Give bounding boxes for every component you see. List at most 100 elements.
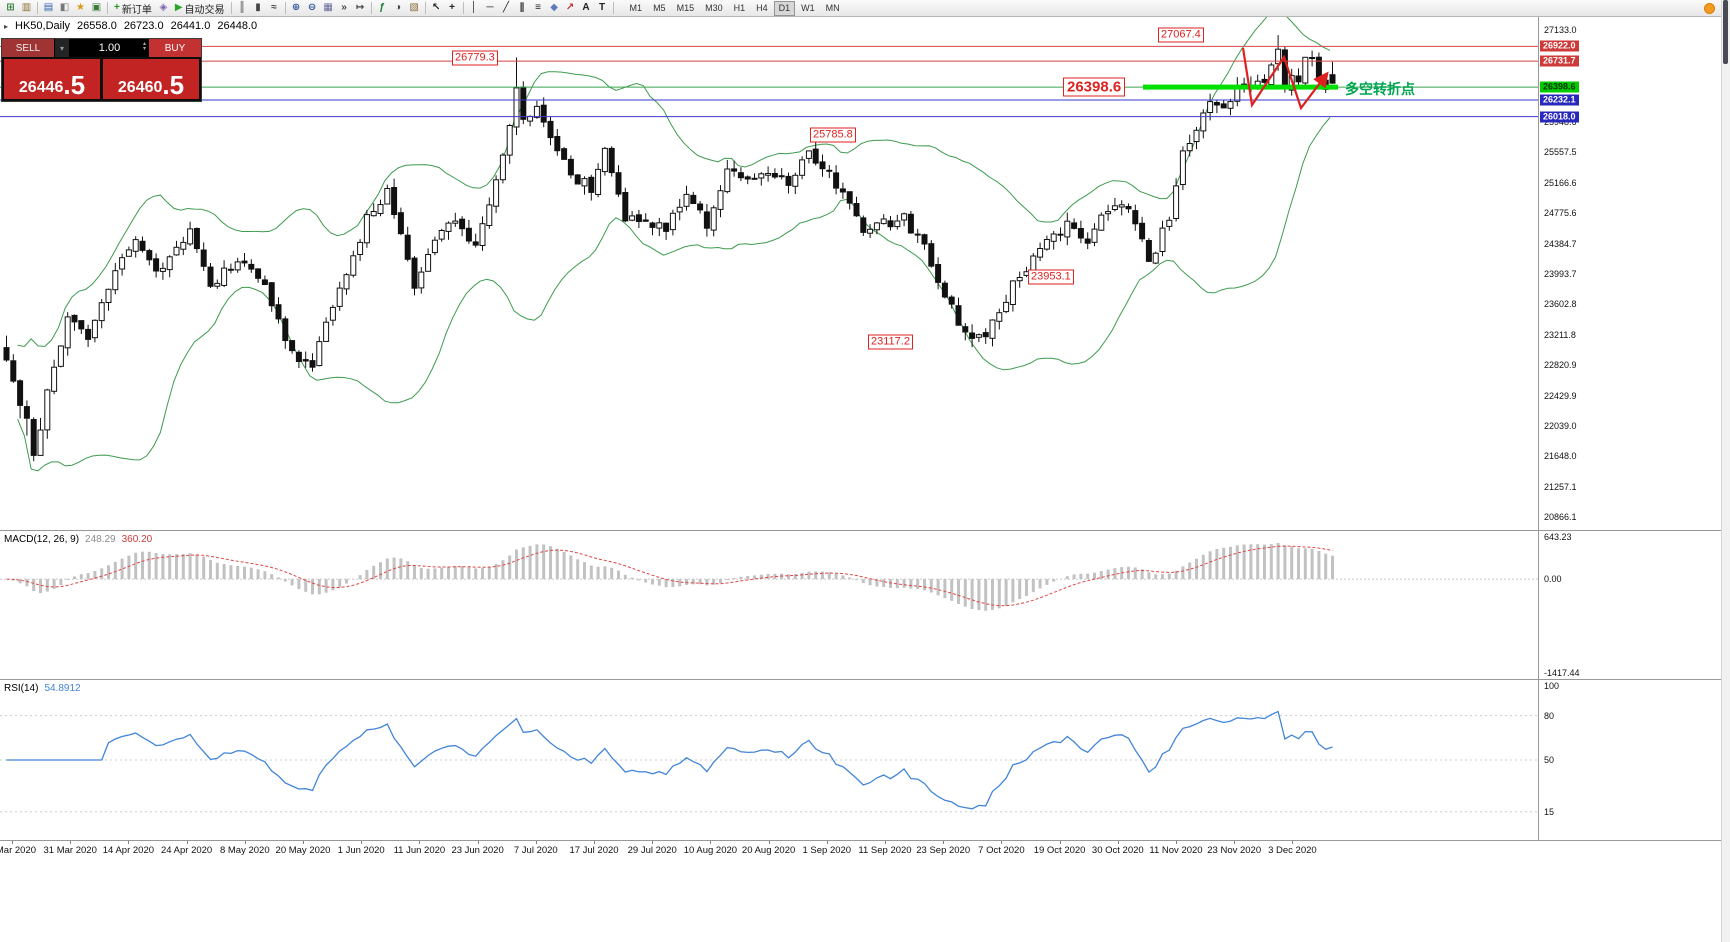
shapes-icon[interactable]: ◆ <box>547 1 562 15</box>
date-label: 1 Sep 2020 <box>802 845 852 856</box>
sell-price-int: 26446 <box>18 79 64 96</box>
tile-windows-icon[interactable]: ▦ <box>321 1 336 15</box>
sell-price-dec: .5 <box>63 69 86 100</box>
date-tick <box>244 841 246 844</box>
price-tick: 22429.9 <box>1544 390 1577 401</box>
new-order-button-label: 新订单 <box>121 4 152 16</box>
macd-chart[interactable] <box>0 531 1540 679</box>
vertical-line-icon[interactable]: │ <box>467 1 482 15</box>
text-icon[interactable]: A <box>579 1 594 15</box>
trendline-icon[interactable]: ╱ <box>499 1 514 15</box>
toolbar-separator <box>462 2 464 14</box>
chart-annotation: 多空转折点 <box>1345 81 1415 97</box>
spin-down-icon[interactable]: ▾ <box>142 46 146 52</box>
crosshair-icon[interactable]: + <box>445 1 460 15</box>
profiles-icon[interactable]: ▥ <box>19 1 34 15</box>
date-label: 20 May 2020 <box>275 845 331 856</box>
line-chart-icon[interactable]: ≈ <box>267 1 282 15</box>
text-label-icon: T <box>598 2 606 13</box>
symbol-marker-icon: ▸ <box>4 21 9 31</box>
profiles-icon: ▥ <box>21 2 32 13</box>
rsi-chart[interactable] <box>0 680 1540 840</box>
timeframe-d1[interactable]: D1 <box>773 0 796 16</box>
chart-price-label[interactable]: 26779.3 <box>452 50 498 65</box>
new-chart-icon[interactable]: ⊞ <box>3 1 18 15</box>
spin-up-icon[interactable]: ▴ <box>142 41 146 47</box>
line-chart-icon: ≈ <box>271 2 277 13</box>
chart-shift-icon[interactable]: ↦ <box>353 1 368 15</box>
vertical-scrollbar[interactable] <box>1721 0 1730 942</box>
auto-trading-button[interactable]: ▶ 自动交易 <box>172 1 228 16</box>
periods-icon[interactable]: ◑ <box>391 1 406 15</box>
cursor-icon[interactable]: ↖ <box>429 1 444 15</box>
notification-icon[interactable] <box>1704 2 1715 14</box>
date-tick <box>419 841 421 844</box>
market-watch-icon[interactable]: ▤ <box>41 1 56 15</box>
timeframe-m30[interactable]: M30 <box>705 3 723 13</box>
price-chart[interactable] <box>0 17 1540 530</box>
sell-price-display[interactable]: 26446.5 <box>4 59 100 99</box>
toolbar-separator <box>37 2 38 14</box>
text-label-icon[interactable]: T <box>595 1 610 15</box>
templates-icon[interactable]: ▧ <box>407 1 422 15</box>
panel-separator[interactable] <box>0 840 1721 841</box>
time-axis[interactable]: 9 Mar 2020 31 Mar 2020 14 Apr 2020 24 Apr 2… <box>0 841 1721 859</box>
panel-separator[interactable] <box>0 679 1721 680</box>
timeframe-h4[interactable]: H4 <box>756 3 768 13</box>
arrows-icon[interactable]: ↗ <box>563 1 578 15</box>
chart-price-label[interactable]: 27067.4 <box>1158 27 1204 43</box>
date-tick <box>768 841 770 844</box>
price-tick: 21648.0 <box>1544 451 1577 462</box>
channel-icon[interactable]: ∥ <box>515 1 530 15</box>
buy-button[interactable]: BUY <box>149 39 201 57</box>
timeframe-mn[interactable]: MN <box>825 3 840 13</box>
buy-price-dec: .5 <box>162 69 185 100</box>
timeframe-m15[interactable]: M15 <box>676 3 695 13</box>
date-label: 7 Jul 2020 <box>513 845 558 856</box>
date-label: 9 Mar 2020 <box>0 845 37 856</box>
chart-price-label[interactable]: 25785.8 <box>810 127 856 143</box>
auto-scroll-icon[interactable]: » <box>337 1 352 15</box>
timeframe-w1[interactable]: W1 <box>801 3 815 13</box>
date-tick <box>1001 841 1003 844</box>
timeframe-m1[interactable]: M1 <box>629 3 643 13</box>
timeframe-m5[interactable]: M5 <box>653 3 666 13</box>
terminal-icon[interactable]: ▣ <box>89 1 104 15</box>
rsi-tick: 80 <box>1544 710 1555 721</box>
candlestick-icon[interactable]: ▮ <box>251 1 266 15</box>
chart-price-label[interactable]: 26398.6 <box>1063 77 1126 97</box>
horizontal-line-icon[interactable]: ─ <box>483 1 498 15</box>
macd-name: MACD(12, 26, 9) <box>4 534 80 545</box>
data-window-icon[interactable]: ◧ <box>57 1 72 15</box>
fibonacci-icon[interactable]: ≡ <box>531 1 546 15</box>
vertical-line-icon: │ <box>470 2 478 13</box>
indicators-icon[interactable]: ƒ <box>375 1 390 15</box>
date-tick <box>826 841 828 844</box>
volume-value: 1.00 <box>98 42 121 54</box>
toolbar-separator <box>107 2 108 14</box>
date-tick <box>1059 841 1061 844</box>
new-order-button[interactable]: + 新订单 <box>111 1 155 16</box>
navigator-icon[interactable]: ★ <box>73 1 88 15</box>
zoom-out-icon[interactable]: ⊖ <box>305 1 320 15</box>
zoom-in-icon[interactable]: ⊕ <box>289 1 304 15</box>
buy-price-display[interactable]: 26460.5 <box>103 59 199 99</box>
rsi-name: RSI(14) <box>4 683 39 694</box>
panel-separator[interactable] <box>0 530 1721 531</box>
price-axis[interactable]: 27133.025948.625557.525166.624775.624384… <box>1538 17 1721 530</box>
timeframe-h1[interactable]: H1 <box>733 3 746 13</box>
date-tick <box>885 841 886 844</box>
chart-price-label[interactable]: 23953.1 <box>1028 269 1074 285</box>
toolbar-separator <box>424 2 426 14</box>
volume-input[interactable]: 1.00 ▴ ▾ <box>70 39 149 57</box>
metaeditor-icon[interactable]: ◈ <box>156 1 171 15</box>
rsi-axis[interactable]: 100 80 50 15 <box>1538 680 1721 840</box>
sell-button[interactable]: SELL <box>2 39 54 57</box>
bar-chart-icon[interactable]: ║ <box>235 1 250 15</box>
volume-stepper[interactable]: ▴ ▾ <box>142 41 146 52</box>
macd-axis[interactable]: 643.23 0.00 -1417.44 <box>1538 531 1721 679</box>
order-dropdown-icon[interactable]: ▾ <box>54 39 70 57</box>
scrollbar-thumb[interactable] <box>1723 0 1728 64</box>
chart-price-label[interactable]: 23117.2 <box>868 334 913 350</box>
